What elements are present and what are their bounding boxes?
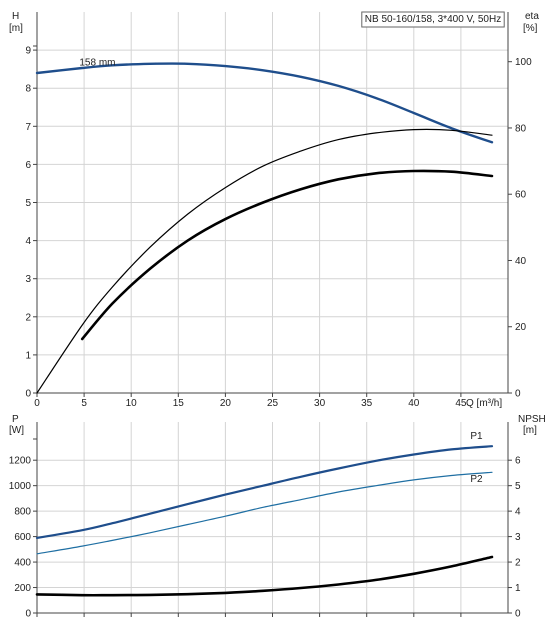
left-tick-label: 1200 [9,456,32,467]
left-tick-label: 4 [25,236,31,247]
x-tick-label: 5 [81,398,87,409]
chart-title: NB 50-160/158, 3*400 V, 50Hz [365,14,501,25]
left-tick-label: 200 [14,583,31,594]
left-tick-label: 800 [14,507,31,518]
series-line-0-2 [80,169,494,341]
left-tick-label: 3 [25,274,31,285]
series-line-0-0 [35,62,494,144]
right-tick-label: 60 [515,190,527,201]
right-tick-label: 6 [515,456,521,467]
left-tick-label: 7 [25,122,31,133]
series-label: P1 [470,431,483,442]
right-tick-label: 80 [515,123,527,134]
right-tick-label: 3 [515,532,521,543]
right-tick-label: 2 [515,558,521,569]
left-tick-label: 0 [25,389,31,400]
right-tick-label: 1 [515,583,521,594]
right-axis-unit: [%] [523,23,538,34]
x-tick-label: 0 [34,398,40,409]
series-line-0-1 [36,128,493,394]
x-tick-label: 15 [173,398,185,409]
x-tick-label: 10 [126,398,138,409]
left-tick-label: 1 [25,350,31,361]
left-tick-label: 5 [25,198,31,209]
x-axis-label: Q [m³/h] [466,398,502,409]
right-tick-label: 4 [515,507,521,518]
left-tick-label: 2 [25,312,31,323]
x-tick-label: 25 [267,398,279,409]
right-tick-label: 5 [515,481,521,492]
series-label: P2 [470,474,483,485]
x-tick-label: 40 [408,398,420,409]
right-axis-title: NPSH [518,414,546,425]
left-tick-label: 400 [14,558,31,569]
series-line-1-1 [36,471,493,555]
x-tick-label: 45 [455,398,467,409]
head-efficiency-chart: 0 5 10 15 20 25 30 35 40 45 Q [m³/h]01234567890204… [9,11,539,409]
left-tick-label: 1000 [9,481,32,492]
right-tick-label: 0 [515,609,521,620]
left-tick-label: 9 [25,46,31,57]
series-line-1-2 [35,555,494,597]
x-tick-label: 20 [220,398,232,409]
series-label: 158 mm [79,57,115,68]
right-tick-label: 40 [515,256,527,267]
right-tick-label: 0 [515,389,521,400]
left-axis-unit: [W] [9,425,24,436]
left-tick-label: 0 [25,609,31,620]
power-npsh-chart: 0 200 400 600 800 1000 1200 0 1 2 3 4 5 6 P[W] NPSH[m] P… [9,414,546,620]
left-tick-label: 6 [25,160,31,171]
left-tick-label: 600 [14,532,31,543]
x-tick-label: 35 [361,398,373,409]
right-tick-label: 20 [515,322,527,333]
left-tick-label: 8 [25,84,31,95]
left-axis-title: P [12,414,19,425]
series-line-1-0 [35,445,494,539]
right-tick-label: 100 [515,57,532,68]
chart-title-frame [361,11,505,28]
left-axis-unit: [m] [9,23,23,34]
x-tick-label: 30 [314,398,326,409]
right-axis-title: eta [525,11,539,22]
left-axis-title: H [12,11,19,22]
right-axis-unit: [m] [523,425,537,436]
